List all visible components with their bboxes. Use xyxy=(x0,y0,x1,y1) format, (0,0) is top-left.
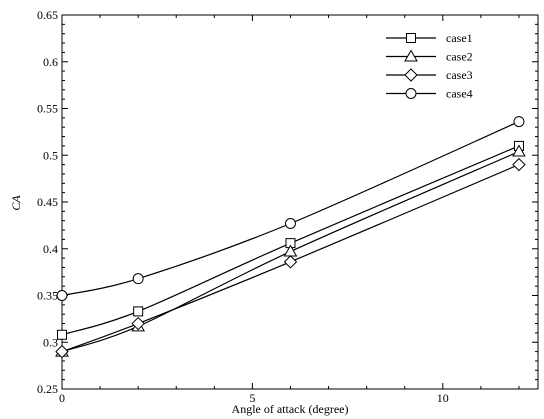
x-tick-label: 10 xyxy=(437,391,449,405)
legend-marker-square xyxy=(406,33,416,43)
x-axis-title: Angle of attack (degree) xyxy=(232,402,349,416)
data-point-case4 xyxy=(284,218,296,230)
data-point-case4 xyxy=(132,273,144,285)
x-tick-label: 5 xyxy=(249,391,255,405)
data-point-case3 xyxy=(131,316,145,331)
y-tick-label: 0.65 xyxy=(37,8,58,22)
y-tick-label: 0.4 xyxy=(43,242,58,256)
series-group xyxy=(55,116,526,359)
y-tick-label: 0.55 xyxy=(37,102,58,116)
data-point-case3 xyxy=(283,255,298,269)
y-tick-label: 0.35 xyxy=(37,289,58,303)
legend-item-case4: case4 xyxy=(386,87,473,101)
data-point-case4 xyxy=(56,290,68,301)
data-point-case3 xyxy=(512,157,526,172)
ticks: 0.25 0.3 0.35 0.4 0.45 0.5 0.55 0.6 0.65 0 5 10 xyxy=(37,8,538,405)
series-case4 xyxy=(56,116,525,301)
data-point-case4 xyxy=(513,116,525,128)
y-tick-label: 0.45 xyxy=(37,195,58,209)
legend-marker-diamond xyxy=(404,68,418,82)
legend-item-case3: case3 xyxy=(386,68,473,82)
y-tick-label: 0.25 xyxy=(37,382,58,396)
legend-label: case2 xyxy=(446,50,473,64)
series-line-case4 xyxy=(61,121,520,297)
data-point-case3 xyxy=(55,344,69,359)
legend-item-case2: case2 xyxy=(386,49,473,64)
legend: case1 case2 case3 case4 xyxy=(386,31,473,101)
series-case2 xyxy=(55,144,526,357)
legend-item-case1: case1 xyxy=(386,31,473,45)
legend-label: case4 xyxy=(446,87,473,101)
y-tick-label: 0.5 xyxy=(43,148,58,162)
series-line-case1 xyxy=(61,145,520,336)
y-axis-title: CA xyxy=(9,195,23,211)
data-point-case1 xyxy=(57,329,67,340)
series-case3 xyxy=(55,157,526,359)
series-line-case2 xyxy=(61,150,520,353)
legend-marker-triangle xyxy=(404,49,418,62)
legend-marker-circle xyxy=(405,88,417,99)
legend-label: case1 xyxy=(446,31,473,45)
series-line-case3 xyxy=(61,164,520,353)
data-point-case1 xyxy=(133,306,144,317)
y-tick-label: 0.3 xyxy=(43,335,58,349)
series-case1 xyxy=(57,140,524,340)
y-tick-label: 0.6 xyxy=(43,55,58,69)
x-tick-label: 0 xyxy=(59,391,65,405)
data-point-case2 xyxy=(512,144,526,157)
legend-label: case3 xyxy=(446,68,473,82)
